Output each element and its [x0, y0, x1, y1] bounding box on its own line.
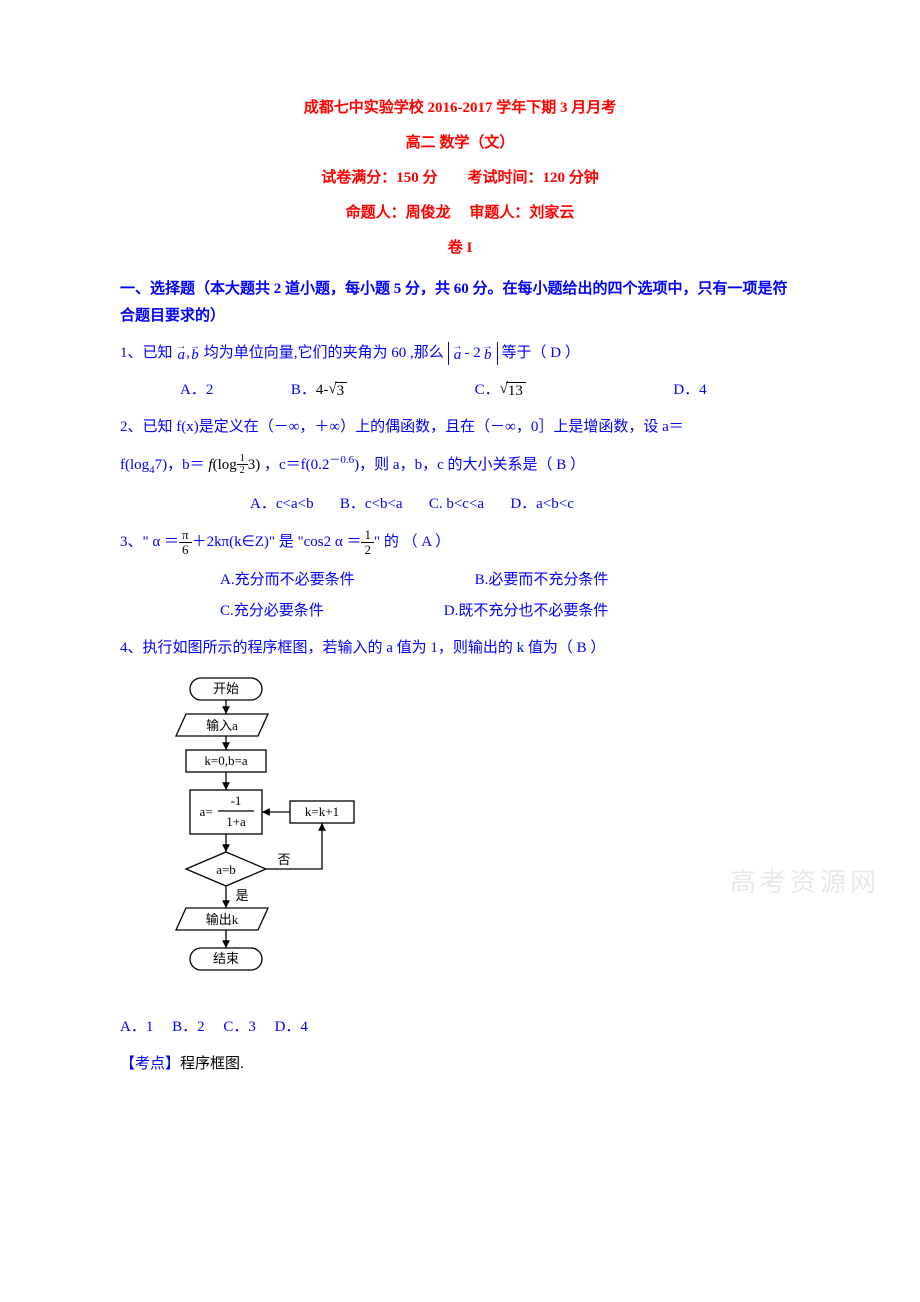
flow-cond: a=b — [216, 862, 236, 877]
q1-prefix: 1、已知 — [120, 345, 173, 361]
q4-stem: 4、执行如图所示的程序框图，若输入的 a 值为 1，则输出的 k 值为（ B ） — [120, 635, 800, 662]
q3-optB: B.必要而不充分条件 — [475, 567, 609, 594]
sqrt13-icon: √13 — [500, 382, 526, 399]
q1-optB: B．4-√3 — [291, 382, 351, 398]
q1-optC-rad: 13 — [506, 382, 526, 399]
flow-assign-num: -1 — [231, 793, 242, 808]
q3-f1-num: π — [179, 528, 192, 543]
exam-title-line3: 试卷满分：150 分 考试时间：120 分钟 — [120, 165, 800, 192]
exam-time: 考试时间：120 分钟 — [468, 170, 599, 186]
q4-kaodian: 【考点】程序框图. — [120, 1051, 800, 1078]
q1-suffix: 等于（ D ） — [502, 345, 580, 361]
flow-output: 输出k — [206, 912, 239, 927]
q2-b-open: (log — [213, 457, 237, 473]
q1-optB-rad: 3 — [335, 382, 348, 399]
kaodian-value: 程序框图. — [180, 1056, 244, 1072]
vector-a-icon: →a — [176, 344, 186, 363]
flow-init: k=0,b=a — [204, 753, 247, 768]
flow-input: 输入a — [206, 718, 238, 733]
q2-a-tail: 7)，b＝ — [155, 457, 205, 473]
q2-optC: C. b<c<a — [429, 496, 484, 512]
q3-optA: A.充分而不必要条件 — [220, 567, 355, 594]
q1-optB-prefix: B． — [291, 382, 316, 398]
q3-f1-den: 6 — [179, 543, 192, 557]
q2-c-sup: －0.6 — [329, 454, 354, 466]
exam-title-line1: 成都七中实验学校 2016-2017 学年下期 3 月月考 — [120, 95, 800, 122]
q2-c-prefix: ，c＝f(0.2 — [264, 457, 329, 473]
vector-b-icon: →b — [190, 344, 200, 363]
flowchart-diagram: 开始 输入a k=0,b=a a= -1 1+a k=k+1 a=b 否 是 输… — [150, 674, 390, 1004]
q1-optC-prefix: C． — [475, 382, 500, 398]
exam-section-label: 卷 I — [120, 235, 800, 262]
exam-title-line4: 命题人：周俊龙 审题人：刘家云 — [120, 200, 800, 227]
flow-start: 开始 — [213, 681, 239, 696]
q2-b-arg: 3) — [248, 457, 261, 473]
vector-a2-icon: →a — [453, 344, 463, 363]
q2-b-subden: 2 — [237, 465, 248, 476]
flow-end: 结束 — [213, 951, 239, 966]
section-header: 一、选择题（本大题共 2 道小题，每小题 5 分，共 60 分。在每小题给出的四… — [120, 276, 800, 330]
reviewer: 审题人：刘家云 — [469, 205, 574, 221]
q2-options: A．c<a<b B．c<b<a C. b<c<a D．a<b<c — [250, 491, 800, 518]
q1-options: A．2 B．4-√3 C．√13 D．4 — [180, 377, 800, 404]
q2-optA: A．c<a<b — [250, 496, 314, 512]
q3-frac2: 12 — [361, 528, 374, 558]
full-marks: 试卷满分：150 分 — [321, 170, 437, 186]
q3-frac1: π6 — [179, 528, 192, 558]
q1-mid: 均为单位向量,它们的夹角为 60 ,那么 — [204, 345, 444, 361]
q3-mid: ＋2kπ(k∈Z)" 是 "cos2 α ＝ — [192, 534, 362, 550]
q3-f2-den: 2 — [361, 543, 374, 557]
q3-suffix: " 的 （ A ） — [374, 534, 450, 550]
flow-inc: k=k+1 — [305, 804, 339, 819]
flow-yes: 是 — [235, 888, 248, 903]
q3-f2-num: 1 — [361, 528, 374, 543]
q3-stem: 3、" α ＝π6＋2kπ(k∈Z)" 是 "cos2 α ＝12" 的 （ A… — [120, 528, 800, 558]
q1-optC: C．√13 — [475, 382, 530, 398]
flow-assign-lhs: a= — [199, 804, 212, 819]
minus-2: - 2 — [463, 346, 483, 361]
q2-line2: f(log47)，b＝ f(log123) ，c＝f(0.2－0.6)，则 a，… — [120, 451, 800, 481]
q1-optA: A．2 — [180, 382, 213, 398]
q3-options: A.充分而不必要条件 B.必要而不充分条件 C.充分必要条件 D.既不充分也不必… — [120, 567, 800, 625]
flow-assign-den: 1+a — [226, 814, 246, 829]
q3-prefix: 3、" α ＝ — [120, 534, 179, 550]
vector-b2-icon: →b — [483, 344, 493, 363]
q1-stem: 1、已知 →a,→b 均为单位向量,它们的夹角为 60 ,那么 →a - 2 →… — [120, 340, 800, 367]
abs-expr: →a - 2 →b — [448, 342, 498, 365]
q3-optC: C.充分必要条件 — [220, 598, 324, 625]
q2-b-subfrac: 12 — [237, 453, 248, 476]
author: 命题人：周俊龙 — [346, 205, 451, 221]
q1-optD: D．4 — [673, 382, 706, 398]
q3-optD: D.既不充分也不必要条件 — [444, 598, 609, 625]
sqrt3-icon: √3 — [328, 382, 347, 399]
q1-optB-4minus: 4- — [316, 382, 329, 398]
q2-b-subnum: 1 — [237, 453, 248, 465]
flow-no: 否 — [277, 852, 290, 867]
exam-title-line2: 高二 数学（文） — [120, 130, 800, 157]
q2-c-tail: )，则 a，b，c 的大小关系是（ B ） — [354, 457, 585, 473]
watermark-text: 高考资源网 — [730, 860, 880, 907]
q2-optB: B．c<b<a — [340, 496, 403, 512]
kaodian-label: 【考点】 — [120, 1056, 180, 1072]
q4-options: A．1 B．2 C．3 D．4 — [120, 1014, 800, 1041]
q2-optD: D．a<b<c — [510, 496, 574, 512]
q2-line1: 2、已知 f(x)是定义在（－∞，＋∞）上的偶函数，且在（－∞，0］上是增函数，… — [120, 414, 800, 441]
q2-a-prefix: f(log — [120, 457, 149, 473]
